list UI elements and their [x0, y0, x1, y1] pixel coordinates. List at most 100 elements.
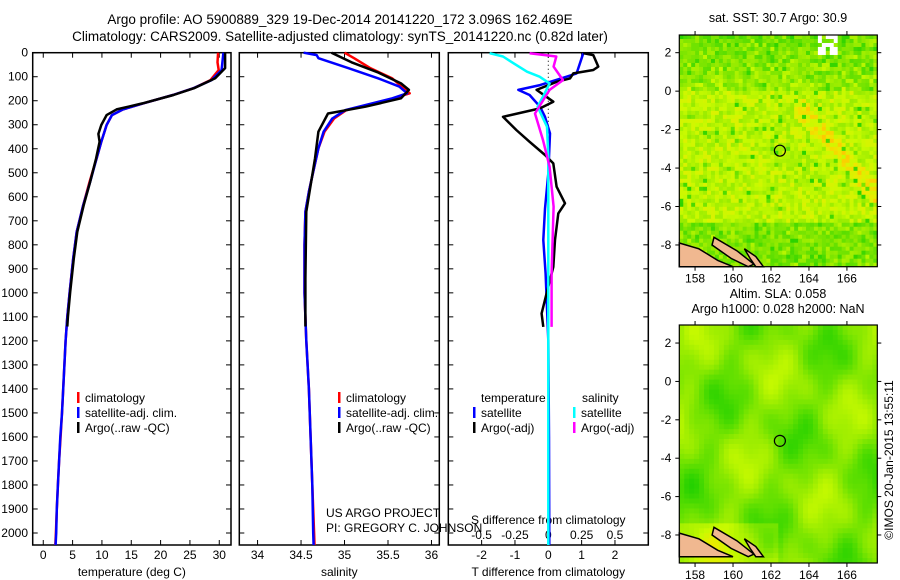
map-cell [742, 126, 748, 132]
map-cell [803, 508, 809, 514]
map-cell [817, 503, 824, 509]
map-cell [768, 439, 774, 445]
map-cell [852, 503, 858, 509]
map-cell [813, 90, 819, 96]
map-cell [738, 98, 744, 104]
map-cell [738, 38, 744, 44]
map-cell [684, 448, 690, 455]
map-cell [812, 458, 819, 465]
map-cell [841, 206, 847, 212]
map-cell [847, 439, 853, 445]
map-cell [746, 198, 751, 204]
map-cell [798, 46, 803, 52]
map-cell [790, 78, 795, 84]
map-cell [849, 202, 854, 208]
map-cell [842, 434, 848, 440]
map-cell [707, 50, 712, 56]
map-cell [788, 344, 794, 351]
map-cell [829, 142, 835, 148]
map-cell [763, 439, 769, 445]
map-cell [798, 50, 803, 56]
map-cell [833, 94, 839, 100]
map-cell [679, 389, 685, 395]
map-cell [770, 254, 775, 260]
map-cell [713, 329, 720, 336]
map-cell [714, 170, 720, 176]
map-cell [718, 339, 725, 346]
map-cell [754, 70, 759, 76]
map-cell [722, 106, 728, 112]
map-cell [857, 74, 862, 80]
map-cell [861, 238, 866, 244]
map-cell [709, 483, 715, 490]
map-cell [802, 198, 807, 204]
map-cell [862, 488, 868, 494]
map-cell [703, 42, 708, 48]
map-cell [837, 46, 843, 52]
map-cell [714, 54, 720, 60]
map-cell [723, 439, 730, 445]
map-cell [768, 518, 774, 524]
map-cell [726, 210, 732, 216]
map-cell [703, 130, 708, 136]
map-cell [793, 458, 799, 465]
map-cell [713, 444, 720, 450]
map-cell [790, 146, 795, 152]
map-cell [813, 254, 819, 260]
map-cell [709, 399, 715, 405]
map-cell [790, 134, 795, 140]
map-cell [743, 354, 749, 361]
map-cell [746, 74, 751, 80]
map-cell [817, 126, 823, 132]
map-cell [861, 122, 866, 128]
map-cell [833, 166, 839, 172]
map-cell [822, 434, 829, 440]
map-cell [833, 90, 839, 96]
map-cell [849, 138, 854, 144]
map-cell [867, 508, 873, 514]
map-cell [873, 162, 878, 168]
map-cell [861, 218, 866, 224]
map-cell [841, 70, 847, 76]
map-cell [817, 444, 824, 450]
map-cell [730, 226, 736, 232]
map-cell [728, 488, 735, 494]
map-cell [730, 86, 736, 92]
map-cell [679, 194, 684, 200]
map-cell [738, 66, 744, 72]
map-cell [849, 78, 854, 84]
map-cell [746, 238, 751, 244]
map-cell [825, 254, 831, 260]
map-cell [837, 325, 844, 331]
map-cell [806, 250, 811, 256]
map-cell [847, 364, 853, 371]
map-cell [872, 394, 878, 400]
map-cell [847, 518, 853, 524]
map-cell [695, 94, 700, 100]
map-cell [803, 518, 809, 524]
map-cell [841, 178, 847, 184]
map-cell [857, 38, 862, 44]
map-cell [832, 389, 839, 395]
map-cell [726, 38, 732, 44]
map-cell [748, 374, 754, 380]
map-cell [679, 344, 685, 351]
map-cell [847, 384, 853, 390]
map-cell [730, 150, 736, 156]
map-cell [754, 62, 759, 68]
map-cell [695, 178, 700, 184]
map-cell [802, 98, 807, 104]
map-cell [861, 42, 866, 48]
map-cell [714, 150, 720, 156]
map-cell [704, 448, 710, 455]
map-cell [798, 369, 804, 375]
map-cell [857, 150, 862, 156]
map-cell [714, 162, 720, 168]
depth-tick-label: 600 [8, 190, 28, 204]
map-cell [865, 122, 870, 128]
map-cell [841, 130, 847, 136]
map-cell [695, 46, 700, 52]
map-cell [691, 150, 696, 156]
map-cell [763, 325, 769, 331]
map-cell [782, 218, 787, 224]
